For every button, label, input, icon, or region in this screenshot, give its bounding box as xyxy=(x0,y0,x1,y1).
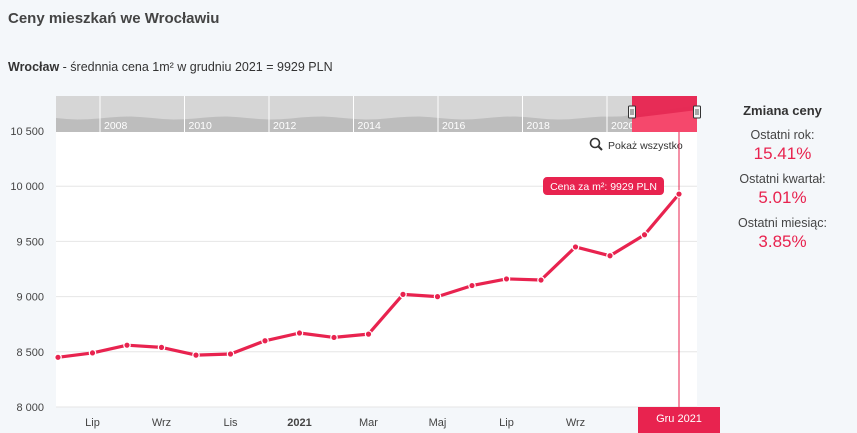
data-point xyxy=(468,281,476,290)
data-point xyxy=(675,190,683,198)
magnifier-icon-handle xyxy=(597,145,603,151)
x-tick-label: Wrz xyxy=(152,417,171,429)
crosshair-label: Gru 2021 xyxy=(656,413,702,425)
navigator-year-label: 2018 xyxy=(527,120,551,132)
data-point xyxy=(226,350,235,358)
data-point xyxy=(364,330,373,338)
tooltip-bg xyxy=(543,177,664,196)
data-point xyxy=(571,243,580,251)
data-point xyxy=(330,333,338,342)
navigator-year-label: 2020 xyxy=(611,120,635,132)
navigator-year-label: 2012 xyxy=(273,120,297,132)
y-tick-label: 9 000 xyxy=(16,292,44,304)
zoom-reset-label: Pokaż wszystko xyxy=(608,140,683,152)
navigator-selected-series xyxy=(632,110,697,132)
stat-value-quarter: 5.01% xyxy=(758,188,807,207)
y-tick-label: 10 500 xyxy=(10,126,44,138)
data-point xyxy=(640,230,649,239)
stat-value-month: 3.85% xyxy=(758,232,807,251)
y-tick-label: 10 000 xyxy=(10,181,44,193)
data-point xyxy=(537,276,545,284)
tooltip-text: Cena za m²: 9929 PLN xyxy=(550,181,657,193)
stat-label-year: Ostatni rok: xyxy=(750,128,815,142)
zoom-reset-button[interactable]: Pokaż wszystko xyxy=(589,137,683,153)
navigator-handle[interactable] xyxy=(628,105,636,119)
data-point xyxy=(502,275,511,283)
data-point xyxy=(123,341,131,349)
data-point xyxy=(192,351,200,359)
chart-title: Ceny mieszkań we Wrocławiu xyxy=(8,10,220,27)
data-point xyxy=(261,336,269,345)
subtitle-city: Wrocław xyxy=(8,60,60,74)
navigator-handle[interactable] xyxy=(693,105,701,119)
x-tick-label: Lis xyxy=(223,417,238,429)
data-point xyxy=(88,349,97,357)
plot-background xyxy=(56,96,697,407)
navigator-series xyxy=(56,105,697,132)
x-tick-label: 2021 xyxy=(287,417,311,429)
data-point xyxy=(295,329,304,337)
stat-label-month: Ostatni miesiąc: xyxy=(738,216,827,230)
y-tick-label: 8 500 xyxy=(16,347,44,359)
stat-label-quarter: Ostatni kwartał: xyxy=(739,172,826,186)
crosshair-label-bg xyxy=(638,407,720,433)
data-point xyxy=(54,353,62,362)
x-tick-label: Lip xyxy=(85,417,100,429)
data-point xyxy=(157,343,166,352)
price-chart[interactable]: 8 000 8 500 9 000 9 500 10 000 10 500 2008 2010… xyxy=(0,90,720,433)
y-tick-label: 9 500 xyxy=(16,236,44,248)
chart-subtitle: Wrocław - średnnia cena 1m² w grudniu 20… xyxy=(8,60,333,74)
data-point xyxy=(606,251,614,260)
x-tick-label: Wrz xyxy=(566,417,585,429)
navigator-year-label: 2008 xyxy=(104,120,128,132)
subtitle-text: - średnnia cena 1m² w grudniu 2021 = 992… xyxy=(59,60,333,74)
x-tick-label: Lip xyxy=(499,417,514,429)
price-change-panel: Zmiana ceny Ostatni rok: 15.41% Ostatni … xyxy=(720,103,845,260)
navigator-year-label: 2014 xyxy=(358,120,382,132)
data-point xyxy=(399,290,407,299)
stat-value-year: 15.41% xyxy=(753,144,812,163)
data-point xyxy=(433,292,442,301)
x-tick-label: Maj xyxy=(429,417,447,429)
navigator-year-label: 2016 xyxy=(442,120,466,132)
price-change-header: Zmiana ceny xyxy=(743,103,822,118)
navigator-year-label: 2010 xyxy=(189,120,213,132)
magnifier-icon xyxy=(589,137,601,149)
x-tick-label: Mar xyxy=(359,417,378,429)
y-tick-label: 8 000 xyxy=(16,402,44,414)
